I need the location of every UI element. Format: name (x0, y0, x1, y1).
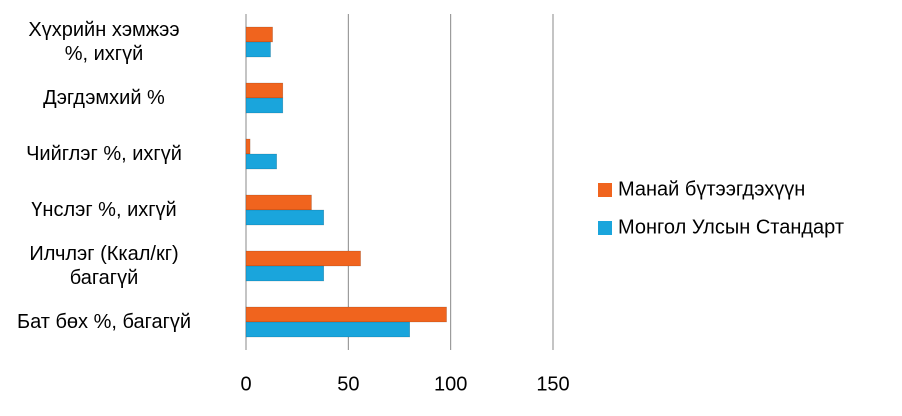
bar (245, 138, 251, 155)
bar (245, 209, 325, 226)
x-tick-label: 100 (434, 373, 467, 395)
y-tick-label: Дэгдэмхий % (43, 87, 165, 109)
bar (245, 306, 447, 323)
y-tick-label: Чийглэг %, ихгүй (26, 143, 182, 165)
x-tick-label: 0 (240, 373, 251, 395)
y-tick-label: Илчлэг (Ккал/кг) багагүй (29, 243, 179, 289)
bar (245, 41, 271, 58)
bar (245, 321, 410, 338)
y-tick-label: Бат бөх %, багагүй (16, 311, 192, 333)
x-tick-label: 150 (536, 373, 569, 395)
legend-swatch (598, 221, 612, 235)
bar (245, 250, 361, 267)
bar (245, 26, 273, 43)
y-tick-label: Үнслэг %, ихгүй (31, 199, 177, 221)
legend-label: Монгол Улсын Стандарт (618, 216, 844, 238)
bar (245, 82, 284, 99)
bar (245, 153, 277, 170)
legend-label: Манай бүтээгдэхүүн (618, 178, 805, 200)
x-tick-label: 50 (337, 373, 359, 395)
legend-swatch (598, 183, 612, 197)
bar (245, 97, 284, 114)
bar (245, 194, 312, 211)
y-tick-label: Хүхрийн хэмжээ %, ихгүй (28, 19, 180, 65)
bar (245, 265, 325, 282)
